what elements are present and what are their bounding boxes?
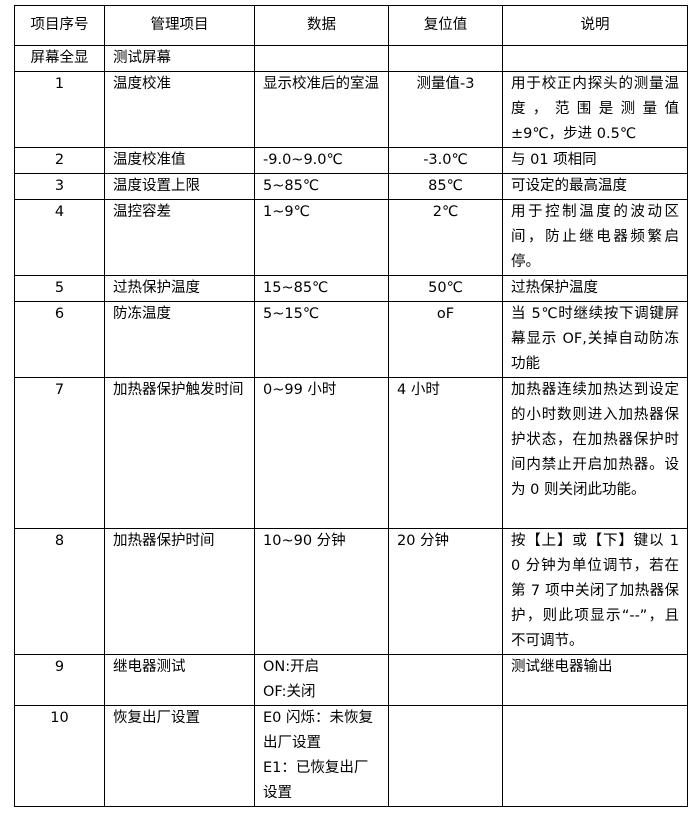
cell-data: 10~90 分钟 xyxy=(254,528,389,655)
header-data: 数据 xyxy=(254,5,389,46)
cell-data: 5~15℃ xyxy=(254,301,389,378)
cell-reset xyxy=(388,705,503,807)
cell-desc xyxy=(502,705,688,807)
cell-item: 加热器保护时间 xyxy=(104,528,255,655)
table-row: 6 防冻温度 5~15℃ oF 当 5℃时继续按下调键屏幕显示 OF,关掉自动防冻功能 xyxy=(14,301,688,378)
cell-reset xyxy=(388,654,503,706)
table-row: 5 过热保护温度 15~85℃ 50℃ 过热保护温度 xyxy=(14,275,688,302)
cell-no: 8 xyxy=(14,528,105,655)
cell-reset: 4 小时 xyxy=(388,377,503,529)
table-row: 9 继电器测试 ON:开启 OF:关闭 测试继电器输出 xyxy=(14,654,688,706)
cell-data xyxy=(254,45,389,72)
cell-data: 15~85℃ xyxy=(254,275,389,302)
table-row: 屏幕全显 测试屏幕 xyxy=(14,45,688,72)
cell-item: 加热器保护触发时间 xyxy=(104,377,255,529)
cell-data: -9.0~9.0℃ xyxy=(254,147,389,174)
cell-reset xyxy=(388,45,503,72)
cell-no: 7 xyxy=(14,377,105,529)
cell-item: 恢复出厂设置 xyxy=(104,705,255,807)
cell-no: 3 xyxy=(14,173,105,200)
cell-data: 1~9℃ xyxy=(254,199,389,276)
cell-reset: -3.0℃ xyxy=(388,147,503,174)
cell-reset: 20 分钟 xyxy=(388,528,503,655)
cell-item: 测试屏幕 xyxy=(104,45,255,72)
header-item: 管理项目 xyxy=(104,5,255,46)
cell-desc: 与 01 项相同 xyxy=(502,147,688,174)
cell-reset: 50℃ xyxy=(388,275,503,302)
cell-no: 屏幕全显 xyxy=(14,45,105,72)
cell-item: 温度校准 xyxy=(104,71,255,148)
cell-item: 防冻温度 xyxy=(104,301,255,378)
cell-desc: 按【上】或【下】键以 10 分钟为单位调节，若在第 7 项中关闭了加热器保护，则… xyxy=(502,528,688,655)
header-no: 项目序号 xyxy=(14,5,105,46)
cell-desc: 测试继电器输出 xyxy=(502,654,688,706)
table-row: 2 温度校准值 -9.0~9.0℃ -3.0℃ 与 01 项相同 xyxy=(14,147,688,174)
table-row: 4 温控容差 1~9℃ 2℃ 用于控制温度的波动区间，防止继电器频繁启停。 xyxy=(14,199,688,276)
table-row: 1 温度校准 显示校准后的室温 测量值-3 用于校正内探头的测量温度，范围是测量值±9℃… xyxy=(14,71,688,148)
cell-reset: oF xyxy=(388,301,503,378)
header-row: 项目序号 管理项目 数据 复位值 说明 xyxy=(14,5,688,46)
cell-no: 6 xyxy=(14,301,105,378)
cell-no: 2 xyxy=(14,147,105,174)
cell-desc: 过热保护温度 xyxy=(502,275,688,302)
cell-desc: 可设定的最高温度 xyxy=(502,173,688,200)
cell-reset: 2℃ xyxy=(388,199,503,276)
cell-data: 0~99 小时 xyxy=(254,377,389,529)
cell-data: E0 闪烁：未恢复出厂设置 E1：已恢复出厂设置 xyxy=(254,705,389,807)
cell-reset: 85℃ xyxy=(388,173,503,200)
cell-item: 温控容差 xyxy=(104,199,255,276)
cell-item: 温度校准值 xyxy=(104,147,255,174)
cell-item: 过热保护温度 xyxy=(104,275,255,302)
cell-desc: 用于校正内探头的测量温度，范围是测量值±9℃，步进 0.5℃ xyxy=(502,71,688,148)
header-reset: 复位值 xyxy=(388,5,503,46)
cell-reset: 测量值-3 xyxy=(388,71,503,148)
settings-table: 项目序号 管理项目 数据 复位值 说明 屏幕全显 测试屏幕 1 温度校准 显示校准后的室… xyxy=(14,5,688,807)
cell-item: 温度设置上限 xyxy=(104,173,255,200)
table-row: 8 加热器保护时间 10~90 分钟 20 分钟 按【上】或【下】键以 10 分钟为单位… xyxy=(14,528,688,655)
cell-data: 显示校准后的室温 xyxy=(254,71,389,148)
cell-desc xyxy=(502,45,688,72)
cell-data: 5~85℃ xyxy=(254,173,389,200)
header-desc: 说明 xyxy=(502,5,688,46)
cell-no: 10 xyxy=(14,705,105,807)
cell-desc: 用于控制温度的波动区间，防止继电器频繁启停。 xyxy=(502,199,688,276)
cell-desc: 当 5℃时继续按下调键屏幕显示 OF,关掉自动防冻功能 xyxy=(502,301,688,378)
cell-no: 1 xyxy=(14,71,105,148)
table-row: 7 加热器保护触发时间 0~99 小时 4 小时 加热器连续加热达到设定的小时数则进入加… xyxy=(14,377,688,529)
cell-no: 5 xyxy=(14,275,105,302)
cell-desc: 加热器连续加热达到设定的小时数则进入加热器保护状态，在加热器保护时间内禁止开启加… xyxy=(502,377,688,529)
cell-no: 4 xyxy=(14,199,105,276)
cell-item: 继电器测试 xyxy=(104,654,255,706)
table-row: 10 恢复出厂设置 E0 闪烁：未恢复出厂设置 E1：已恢复出厂设置 xyxy=(14,705,688,807)
cell-data: ON:开启 OF:关闭 xyxy=(254,654,389,706)
cell-no: 9 xyxy=(14,654,105,706)
table-row: 3 温度设置上限 5~85℃ 85℃ 可设定的最高温度 xyxy=(14,173,688,200)
